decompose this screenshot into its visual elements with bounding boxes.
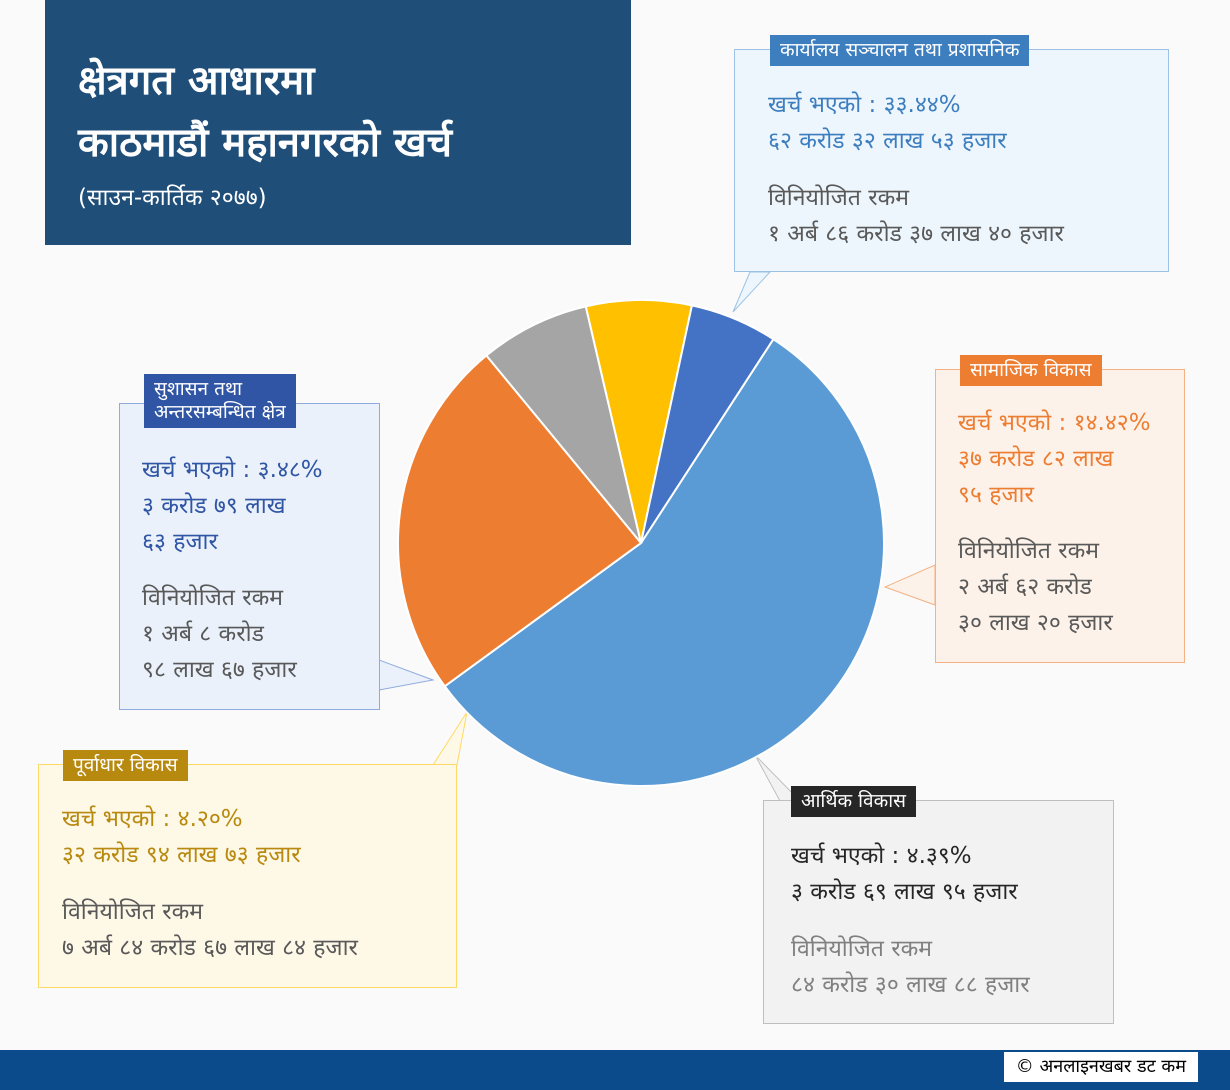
slice-admin bbox=[443, 337, 885, 787]
admin-allocated-amount: १ अर्ब ८६ करोड ३७ लाख ४० हजार bbox=[768, 221, 1064, 247]
economic-allocated-label: विनियोजित रकम bbox=[791, 936, 933, 962]
label-social: सामाजिक विकास bbox=[960, 355, 1102, 386]
label-governance-line-2: अन्तरसम्बन्धित क्षेत्र bbox=[154, 401, 286, 423]
callout-infra: पूर्वाधार विकास खर्च भएको : ४.२०% ३२ करो… bbox=[38, 750, 457, 988]
slice-infra bbox=[584, 299, 694, 544]
pointer-admin bbox=[732, 271, 772, 313]
social-allocated-amount-2: ३० लाख २० हजार bbox=[958, 610, 1113, 636]
label-economic: आर्थिक विकास bbox=[791, 786, 916, 817]
callout-pointers bbox=[378, 271, 936, 802]
social-allocated-amount-1: २ अर्ब ६२ करोड bbox=[958, 574, 1092, 600]
slice-social bbox=[397, 354, 643, 688]
economic-allocated-amount: ८४ करोड ३० लाख ८८ हजार bbox=[791, 972, 1030, 998]
label-governance: सुशासन तथा अन्तरसम्बन्धित क्षेत्र bbox=[144, 374, 296, 428]
title-line-2: काठमाडौं महानगरको खर्च bbox=[78, 120, 453, 166]
governance-spent-amount-1: ३ करोड ७९ लाख bbox=[142, 493, 286, 519]
economic-spent-label: खर्च भएको : ४.३९% bbox=[791, 843, 972, 869]
governance-spent-label: खर्च भएको : ३.४८% bbox=[142, 457, 323, 483]
title-panel: क्षेत्रगत आधारमा काठमाडौं महानगरको खर्च … bbox=[45, 0, 631, 245]
callout-social: सामाजिक विकास खर्च भएको : १४.४२% ३७ करोड… bbox=[935, 355, 1185, 663]
infra-spent-amount: ३२ करोड ९४ लाख ७३ हजार bbox=[62, 842, 301, 868]
admin-allocated-label: विनियोजित रकम bbox=[768, 185, 910, 211]
pointer-governance bbox=[378, 659, 435, 691]
governance-allocated-amount-1: १ अर्ब ८ करोड bbox=[142, 621, 264, 647]
admin-spent-label: खर्च भएको : ३३.४४% bbox=[768, 92, 961, 118]
label-admin: कार्यालय सञ्चालन तथा प्रशासनिक bbox=[770, 35, 1030, 66]
callout-economic: आर्थिक विकास खर्च भएको : ४.३९% ३ करोड ६९… bbox=[763, 786, 1114, 1024]
credit-badge: © अनलाइनखबर डट कम bbox=[1003, 1052, 1198, 1082]
governance-spent-amount-2: ६३ हजार bbox=[142, 529, 218, 555]
slice-governance bbox=[640, 304, 775, 544]
economic-spent-amount: ३ करोड ६९ लाख ९५ हजार bbox=[791, 879, 1018, 905]
pointer-infra bbox=[432, 711, 468, 766]
infra-allocated-label: विनियोजित रकम bbox=[62, 899, 204, 925]
label-governance-line-1: सुशासन तथा bbox=[154, 378, 243, 400]
governance-allocated-label: विनियोजित रकम bbox=[142, 585, 284, 611]
pie-slices bbox=[397, 299, 885, 787]
infra-allocated-amount: ७ अर्ब ८४ करोड ६७ लाख ८४ हजार bbox=[62, 935, 358, 961]
social-spent-amount-1: ३७ करोड ८२ लाख bbox=[958, 446, 1114, 472]
callout-admin: कार्यालय सञ्चालन तथा प्रशासनिक खर्च भएको… bbox=[734, 35, 1169, 272]
callout-governance: सुशासन तथा अन्तरसम्बन्धित क्षेत्र खर्च भ… bbox=[119, 374, 380, 710]
pointer-social bbox=[883, 564, 936, 606]
governance-allocated-amount-2: ९८ लाख ६७ हजार bbox=[142, 657, 297, 683]
social-spent-label: खर्च भएको : १४.४२% bbox=[958, 410, 1151, 436]
label-infra: पूर्वाधार विकास bbox=[63, 750, 188, 781]
social-allocated-label: विनियोजित रकम bbox=[958, 538, 1100, 564]
social-spent-amount-2: ९५ हजार bbox=[958, 482, 1034, 508]
admin-spent-amount: ६२ करोड ३२ लाख ५३ हजार bbox=[768, 128, 1007, 154]
infra-spent-label: खर्च भएको : ४.२०% bbox=[62, 806, 243, 832]
title-line-1: क्षेत्रगत आधारमा bbox=[78, 58, 315, 104]
slice-economic bbox=[485, 305, 642, 544]
subtitle: (साउन-कार्तिक २०७७) bbox=[78, 185, 267, 211]
